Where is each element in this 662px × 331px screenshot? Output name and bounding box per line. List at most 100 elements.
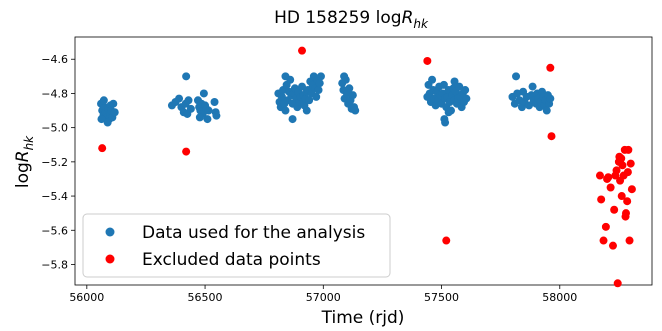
data-point	[615, 152, 624, 161]
data-point	[597, 195, 606, 204]
x-tick-label: 56500	[188, 291, 223, 304]
data-point	[595, 171, 604, 180]
series-excluded-data	[98, 46, 636, 288]
data-point	[525, 101, 534, 110]
data-points	[97, 46, 636, 288]
data-point	[277, 92, 286, 101]
legend-label-excluded: Excluded data points	[142, 250, 321, 270]
data-point	[626, 159, 635, 168]
data-point	[428, 75, 437, 84]
data-point	[623, 168, 632, 177]
chart-title-subscript: hk	[413, 17, 429, 31]
y-axis-label-text: log	[13, 162, 33, 188]
legend: Data used for the analysis Excluded data…	[82, 213, 391, 278]
x-axis-label: Time (rjd)	[321, 308, 405, 328]
data-point	[199, 89, 208, 98]
data-point	[423, 56, 432, 65]
x-tick-label: 57000	[306, 291, 341, 304]
data-point	[618, 161, 627, 170]
data-point	[298, 82, 307, 91]
data-point	[606, 183, 615, 192]
data-point	[625, 236, 634, 245]
legend-marker-used	[105, 227, 115, 237]
data-point	[109, 99, 118, 108]
data-point	[462, 94, 471, 103]
data-point	[546, 94, 555, 103]
data-point	[623, 197, 632, 206]
data-point	[547, 132, 556, 141]
data-point	[110, 108, 119, 117]
data-point	[182, 147, 191, 156]
data-point	[204, 106, 213, 115]
x-tick-label: 57500	[424, 291, 459, 304]
data-point	[442, 236, 451, 245]
y-tick-label: −4.6	[41, 53, 68, 66]
data-point	[305, 96, 314, 105]
data-point	[281, 72, 290, 81]
chart-title-variable: R	[402, 8, 414, 28]
x-tick-label: 58000	[542, 291, 577, 304]
data-point	[617, 192, 626, 201]
data-point	[512, 72, 521, 81]
data-point	[103, 118, 112, 127]
data-point	[314, 86, 323, 95]
data-point	[182, 72, 191, 81]
y-tick-label: −5.8	[41, 258, 68, 271]
data-point	[186, 104, 195, 113]
data-point	[542, 106, 551, 115]
legend-label-used: Data used for the analysis	[142, 223, 365, 243]
data-point	[444, 108, 453, 117]
axis-ticks: 56000 56500 57000 57500 58000 −4.6 −4.8 −5.0 −5.…	[41, 53, 577, 304]
data-point	[612, 166, 621, 175]
data-point	[212, 111, 221, 120]
y-axis-label-subscript: hk	[22, 135, 36, 151]
x-tick-label: 56000	[69, 291, 104, 304]
data-point	[546, 63, 555, 72]
data-point	[599, 236, 608, 245]
data-point	[298, 46, 307, 55]
data-point	[97, 115, 106, 124]
data-point	[195, 113, 204, 122]
data-point	[98, 144, 107, 153]
data-point	[175, 94, 184, 103]
chart-title-text: HD 158259 log	[274, 8, 402, 28]
data-point	[627, 185, 636, 194]
y-axis-label: logRhk	[13, 135, 36, 188]
data-point	[613, 279, 622, 288]
data-point	[439, 80, 448, 89]
data-point	[601, 222, 610, 231]
data-point	[604, 173, 613, 182]
series-used-data	[97, 72, 555, 127]
y-tick-label: −5.2	[41, 156, 68, 169]
data-point	[99, 96, 108, 105]
data-point	[184, 96, 193, 105]
data-point	[441, 118, 450, 127]
data-point	[203, 115, 212, 124]
data-point	[316, 72, 325, 81]
chart-title: HD 158259 logRhk	[274, 8, 429, 31]
data-point	[528, 82, 537, 91]
data-point	[210, 97, 219, 106]
data-point	[312, 92, 321, 101]
data-point	[621, 212, 630, 221]
data-point	[351, 106, 360, 115]
y-tick-label: −5.4	[41, 190, 68, 203]
legend-marker-excluded	[105, 254, 115, 264]
data-point	[302, 106, 311, 115]
data-point	[340, 72, 349, 81]
data-point	[610, 205, 619, 214]
data-point	[281, 106, 290, 115]
legend-box	[82, 213, 391, 278]
data-point	[455, 82, 464, 91]
y-tick-label: −4.8	[41, 87, 68, 100]
data-point	[624, 145, 633, 154]
data-point	[348, 91, 357, 100]
data-point	[461, 86, 470, 95]
data-point	[315, 79, 324, 88]
y-tick-label: −5.0	[41, 122, 68, 135]
data-point	[345, 84, 354, 93]
data-point	[608, 241, 617, 250]
y-tick-label: −5.6	[41, 224, 68, 237]
y-axis-label-variable: R	[13, 150, 33, 162]
